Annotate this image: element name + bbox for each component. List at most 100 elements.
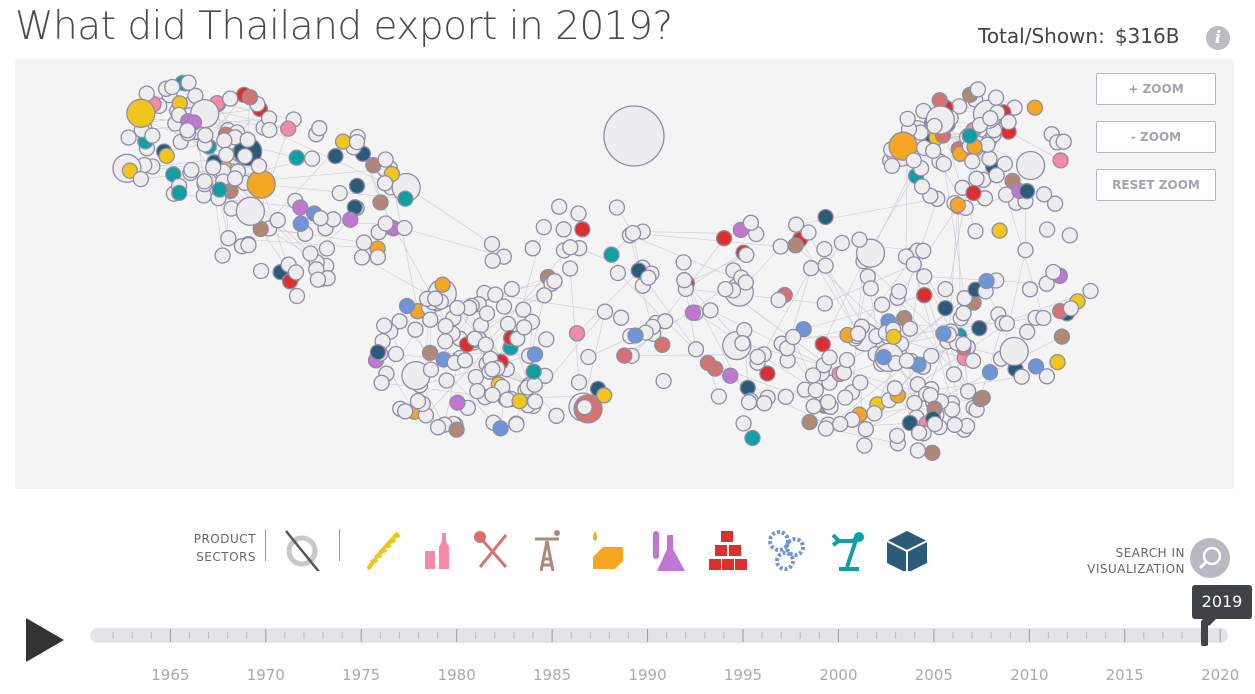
product-node[interactable] — [369, 248, 387, 266]
product-node[interactable] — [495, 298, 513, 315]
product-node[interactable] — [944, 401, 961, 418]
product-node[interactable] — [484, 252, 501, 269]
product-node[interactable] — [905, 152, 922, 169]
product-node[interactable] — [759, 365, 776, 382]
product-node[interactable] — [196, 173, 213, 190]
product-node[interactable] — [800, 224, 817, 241]
product-node[interactable] — [477, 336, 494, 353]
product-node[interactable] — [538, 331, 555, 348]
product-node[interactable] — [961, 127, 978, 145]
product-node[interactable] — [1021, 281, 1039, 298]
product-node[interactable] — [132, 170, 149, 188]
product-node[interactable] — [568, 325, 586, 342]
product-node[interactable] — [574, 221, 591, 238]
product-node[interactable] — [508, 416, 525, 433]
product-node[interactable] — [857, 421, 874, 438]
product-node[interactable] — [180, 74, 197, 91]
product-node[interactable] — [422, 311, 439, 328]
product-node[interactable] — [906, 394, 923, 412]
product-node[interactable] — [991, 222, 1008, 239]
product-node[interactable] — [770, 291, 787, 309]
product-node[interactable] — [935, 325, 952, 342]
product-node[interactable] — [1026, 99, 1044, 116]
product-node[interactable] — [627, 327, 644, 344]
product-node[interactable] — [734, 335, 751, 352]
product-node[interactable] — [905, 256, 922, 273]
product-node[interactable] — [387, 345, 405, 363]
product-node[interactable] — [483, 235, 501, 253]
product-node[interactable] — [561, 260, 579, 277]
product-space-network[interactable]: + ZOOM - ZOOM RESET ZOOM — [15, 59, 1234, 489]
product-node[interactable] — [898, 352, 915, 369]
gears-icon[interactable] — [765, 527, 809, 571]
year-label[interactable]: 2005 — [914, 666, 953, 684]
product-node[interactable] — [220, 230, 237, 247]
product-node[interactable] — [546, 273, 563, 290]
product-node[interactable] — [971, 320, 988, 337]
product-node[interactable] — [699, 354, 717, 372]
product-node[interactable] — [183, 161, 200, 179]
product-node[interactable] — [211, 181, 228, 198]
bricks-icon[interactable] — [705, 527, 749, 571]
product-node[interactable] — [923, 347, 940, 365]
product-node[interactable] — [814, 335, 831, 353]
oil-derrick-icon[interactable] — [525, 527, 569, 572]
product-node[interactable] — [526, 393, 544, 410]
product-node[interactable] — [833, 234, 851, 252]
product-node[interactable] — [784, 328, 802, 346]
product-node[interactable] — [875, 348, 892, 366]
product-node[interactable] — [515, 301, 532, 318]
wheat-icon[interactable] — [360, 527, 404, 571]
product-node[interactable] — [422, 361, 440, 378]
product-node[interactable] — [269, 212, 286, 229]
product-node[interactable] — [429, 419, 447, 436]
year-label[interactable]: 1970 — [246, 666, 285, 684]
product-node[interactable] — [456, 352, 474, 369]
product-node[interactable] — [856, 437, 873, 454]
product-node[interactable] — [817, 257, 834, 274]
product-node[interactable] — [421, 344, 439, 362]
product-node[interactable] — [981, 150, 998, 167]
product-node[interactable] — [235, 196, 266, 226]
product-node[interactable] — [318, 240, 336, 257]
product-node[interactable] — [737, 274, 754, 291]
product-node[interactable] — [978, 272, 995, 290]
product-node[interactable] — [675, 254, 692, 271]
product-node[interactable] — [526, 346, 544, 363]
product-node[interactable] — [949, 196, 966, 214]
product-node[interactable] — [816, 295, 833, 312]
product-node[interactable] — [214, 247, 231, 264]
product-node[interactable] — [612, 309, 630, 326]
product-node[interactable] — [397, 190, 414, 207]
product-node[interactable] — [772, 238, 789, 255]
product-node[interactable] — [535, 218, 552, 236]
product-node[interactable] — [890, 283, 908, 300]
product-node[interactable] — [926, 117, 943, 135]
product-node[interactable] — [862, 280, 879, 297]
year-label[interactable]: 2020 — [1201, 666, 1240, 684]
product-node[interactable] — [715, 230, 733, 247]
product-node[interactable] — [311, 120, 328, 137]
product-node[interactable] — [331, 184, 348, 202]
product-node[interactable] — [469, 382, 486, 400]
reset-zoom-button[interactable]: RESET ZOOM — [1096, 169, 1216, 201]
product-node[interactable] — [427, 290, 444, 307]
product-node[interactable] — [802, 260, 820, 277]
product-node[interactable] — [551, 198, 568, 215]
product-node[interactable] — [749, 348, 766, 366]
product-node[interactable] — [1061, 227, 1078, 244]
product-node[interactable] — [937, 299, 954, 317]
product-node[interactable] — [1055, 133, 1072, 150]
product-node[interactable] — [239, 131, 256, 148]
product-node[interactable] — [158, 147, 175, 165]
product-node[interactable] — [981, 364, 999, 381]
product-node[interactable] — [179, 122, 196, 139]
year-label[interactable]: 1980 — [437, 666, 476, 684]
product-node[interactable] — [968, 170, 985, 187]
product-node[interactable] — [702, 302, 719, 319]
product-node[interactable] — [624, 224, 642, 242]
product-node[interactable] — [126, 98, 156, 128]
product-node[interactable] — [1049, 353, 1066, 371]
pick-shovel-icon[interactable] — [470, 527, 514, 571]
timeline-slider[interactable] — [90, 628, 1228, 643]
